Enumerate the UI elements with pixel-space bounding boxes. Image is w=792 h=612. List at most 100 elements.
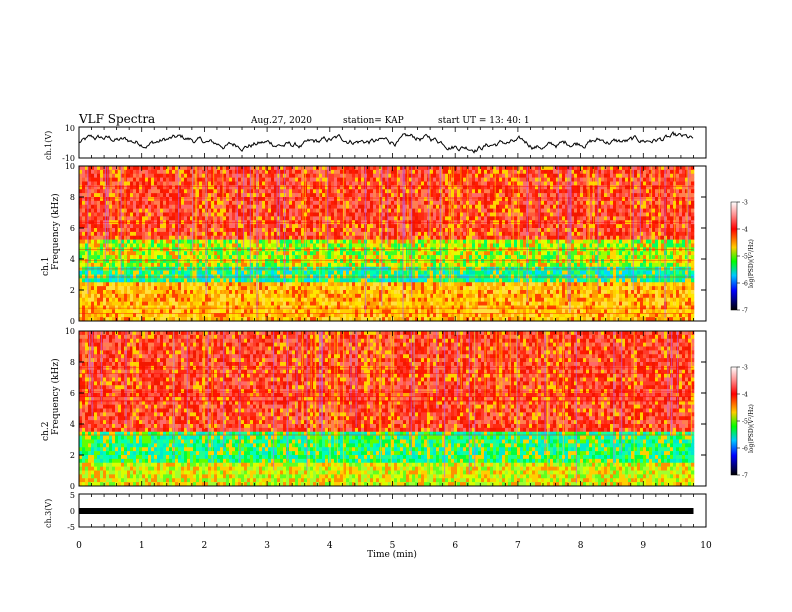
- spectrogram-cell: [451, 216, 455, 221]
- spectrogram-cell: [415, 228, 419, 233]
- spectrogram-cell: [265, 216, 269, 221]
- spectrogram-cell: [367, 166, 371, 171]
- spectrogram-cell: [127, 173, 131, 178]
- spectrogram-cell: [226, 239, 230, 244]
- spectrogram-cell: [190, 243, 194, 248]
- spectrogram-cell: [361, 197, 365, 202]
- spectrogram-cell: [454, 231, 458, 237]
- spectrogram-cell: [547, 173, 551, 178]
- spectrogram-cell: [433, 208, 437, 213]
- spectrogram-cell: [202, 231, 206, 237]
- spectrogram-cell: [544, 173, 548, 178]
- spectrogram-cell: [325, 212, 329, 217]
- spectrogram-cell: [490, 177, 494, 182]
- spectrogram-cell: [643, 255, 647, 260]
- spectrogram-cell: [388, 255, 392, 260]
- spectrogram-cell: [484, 204, 488, 209]
- spectrogram-cell: [88, 255, 92, 260]
- spectrogram-cell: [661, 231, 665, 237]
- spectrogram-cell: [340, 235, 344, 240]
- spectrogram-cell: [355, 243, 359, 248]
- spectrogram-cell: [619, 173, 623, 178]
- spectrogram-cell: [229, 208, 233, 213]
- spectrogram-cell: [613, 212, 617, 217]
- spectrogram-cell: [241, 181, 245, 186]
- spectrogram-cell: [583, 243, 587, 248]
- spectrogram-cell: [547, 216, 551, 221]
- spectrogram-cell: [97, 231, 101, 237]
- spectrogram-cell: [115, 235, 119, 240]
- spectrogram-cell: [445, 235, 449, 240]
- spectrogram-cell: [613, 166, 617, 171]
- spectrogram-cell: [307, 235, 311, 240]
- spectrogram-cell: [571, 235, 575, 240]
- spectrogram-cell: [181, 255, 185, 260]
- spectrogram-cell: [313, 193, 317, 198]
- spectrogram-cell: [112, 212, 116, 217]
- spectrogram-cell: [124, 243, 128, 248]
- spectrogram-cell: [163, 200, 167, 206]
- spectrogram-cell: [136, 235, 140, 240]
- spectrogram-cell: [565, 197, 569, 202]
- spectrogram-cell: [388, 177, 392, 182]
- spectrogram-cell: [595, 181, 599, 186]
- spectrogram-cell: [100, 239, 104, 244]
- spectrogram-cell: [325, 197, 329, 202]
- spectrogram-cell: [628, 255, 632, 260]
- spectrogram-cell: [661, 177, 665, 182]
- spectrogram-cell: [241, 235, 245, 240]
- spectrogram-cell: [436, 204, 440, 209]
- spectrogram-cell: [115, 200, 119, 206]
- spectrogram-cell: [559, 224, 563, 229]
- spectrogram-cell: [373, 197, 377, 202]
- spectrogram-cell: [277, 173, 281, 178]
- spectrogram-cell: [103, 208, 107, 213]
- spectrogram-cell: [298, 189, 302, 194]
- spectrogram-cell: [274, 259, 278, 264]
- spectrogram-cell: [199, 173, 203, 178]
- spectrogram-cell: [145, 231, 149, 237]
- spectrogram-cell: [208, 251, 212, 256]
- spectrogram-cell: [169, 185, 173, 190]
- spectrogram-cell: [118, 177, 122, 182]
- spectrogram-cell: [472, 243, 476, 248]
- spectrogram-cell: [541, 200, 545, 206]
- spectrogram-cell: [313, 185, 317, 190]
- spectrogram-cell: [523, 251, 527, 256]
- spectrogram-cell: [139, 251, 143, 256]
- spectrogram-cell: [463, 208, 467, 213]
- spectrogram-cell: [409, 193, 413, 198]
- spectrogram-cell: [391, 239, 395, 244]
- spectrogram-cell: [217, 208, 221, 213]
- spectrogram-cell: [496, 181, 500, 186]
- spectrogram-cell: [100, 193, 104, 198]
- spectrogram-cell: [313, 169, 317, 175]
- spectrogram-cell: [211, 235, 215, 240]
- spectrogram-cell: [430, 185, 434, 190]
- spectrogram-cell: [319, 235, 323, 240]
- spectrogram-cell: [490, 185, 494, 190]
- spectrogram-cell: [154, 235, 158, 240]
- spectrogram-cell: [505, 239, 509, 244]
- spectrogram-cell: [394, 224, 398, 229]
- spectrogram-cell: [634, 200, 638, 206]
- spectrogram-cell: [124, 169, 128, 175]
- spectrogram-cell: [490, 231, 494, 237]
- spectrogram-cell: [595, 166, 599, 171]
- spectrogram-cell: [280, 173, 284, 178]
- spectrogram-cell: [220, 204, 224, 209]
- spectrogram-cell: [358, 197, 362, 202]
- spectrogram-cell: [211, 255, 215, 260]
- spectrogram-cell: [229, 193, 233, 198]
- spectrogram-cell: [676, 169, 680, 175]
- spectrogram-cell: [478, 224, 482, 229]
- spectrogram-cell: [625, 235, 629, 240]
- spectrogram-cell: [82, 204, 86, 209]
- spectrogram-cell: [196, 212, 200, 217]
- spectrogram-cell: [421, 181, 425, 186]
- spectrogram-cell: [280, 185, 284, 190]
- spectrogram-cell: [691, 177, 695, 182]
- station-label: station= KAP: [343, 116, 404, 126]
- spectrogram-cell: [226, 169, 230, 175]
- spectrogram-cell: [223, 173, 227, 178]
